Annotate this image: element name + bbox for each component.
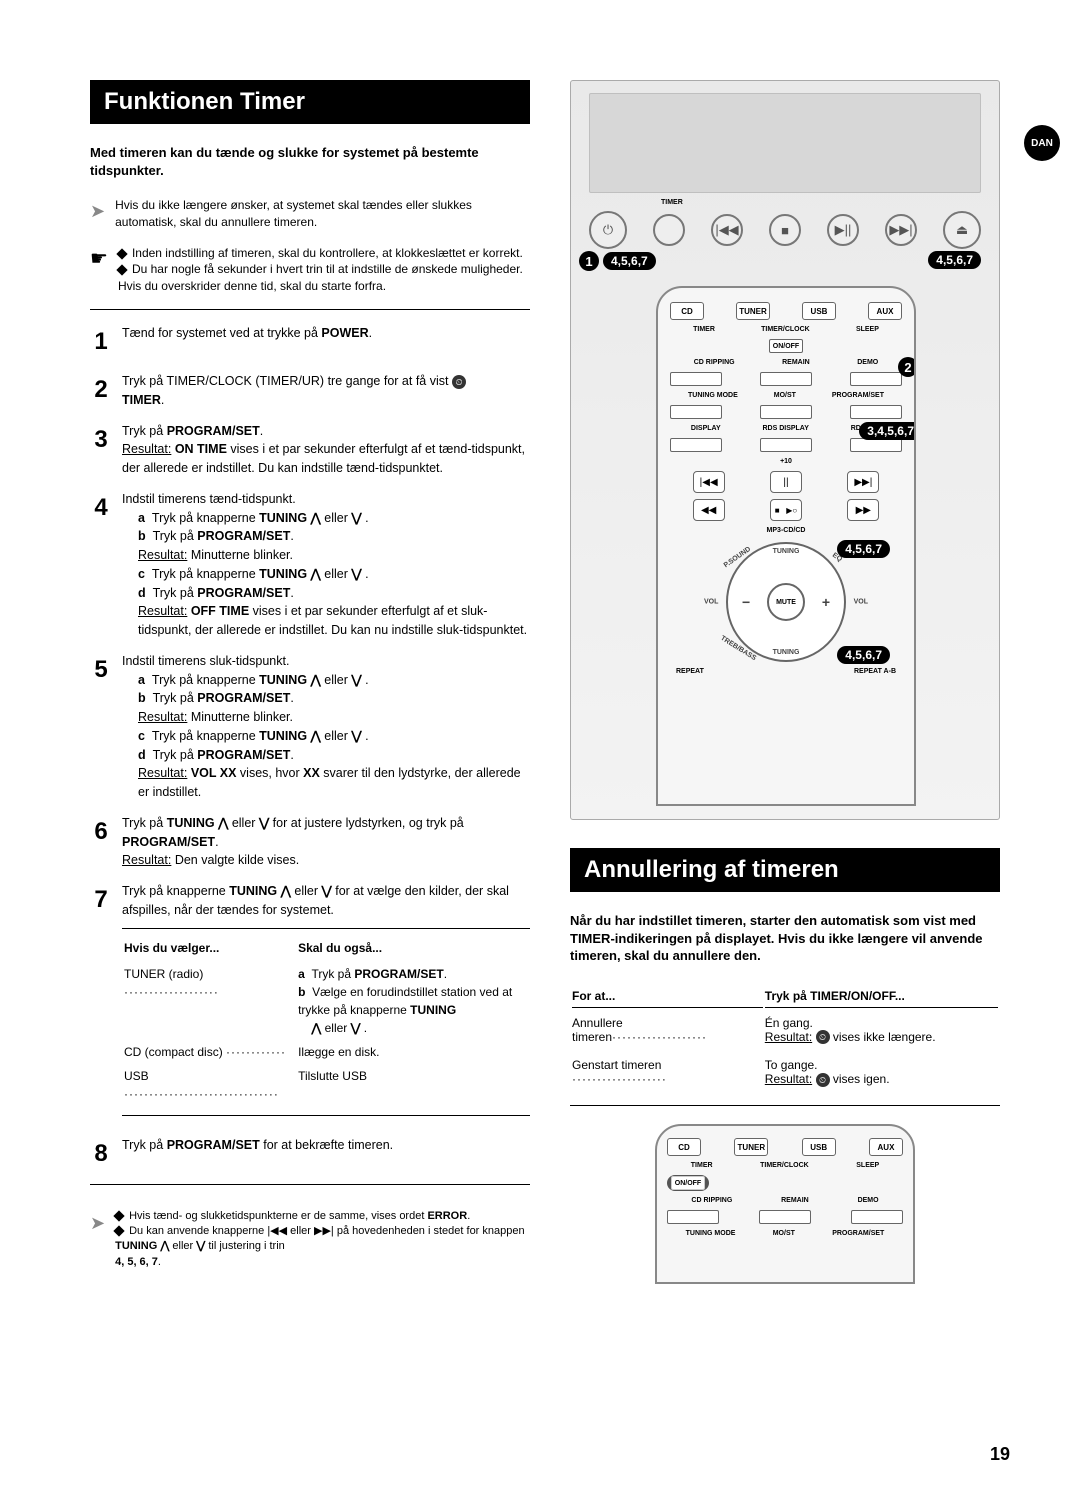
callout-1: 1 [579, 251, 599, 271]
callout-4567-right: 4,5,6,7 [928, 251, 981, 269]
mini-remote: CD TUNER USB AUX TIMERTIMER/CLOCKSLEEP O… [655, 1124, 915, 1284]
step-4: 4 Indstil timerens tænd-tidspunkt. a Try… [90, 490, 530, 640]
dpad: MUTE TUNING TUNING VOL VOL − + P.SOUND E… [726, 542, 846, 662]
note-hand: ☛ Inden indstilling af timeren, skal du … [90, 245, 530, 295]
power-icon: ⏻ [589, 211, 627, 249]
left-column: Funktionen Timer Med timeren kan du tænd… [90, 80, 530, 1284]
page-number: 19 [990, 1444, 1010, 1465]
section1-title: Funktionen Timer [90, 80, 530, 124]
clock-icon: ⏲ [452, 375, 466, 389]
step-1: 1 Tænd for systemet ved at trykke på POW… [90, 324, 530, 360]
section2-intro: Når du har indstillet timeren, starter d… [570, 912, 1000, 965]
callout-dpad-bottom: 4,5,6,7 [837, 646, 890, 664]
clock-icon-2: ⏲ [816, 1030, 830, 1044]
hand-icon: ☛ [90, 245, 108, 273]
note-arrow: ➤ Hvis du ikke længere ønsker, at system… [90, 197, 530, 231]
remote-control: CD TUNER USB AUX TIMERTIMER/CLOCKSLEEP O… [656, 286, 916, 806]
callout-2: 2 [898, 357, 916, 377]
section2-title: Annullering af timeren [570, 848, 1000, 892]
right-column: TIMER ⏻ |◀◀ ■ ▶|| ▶▶| ⏏ 1 4,5,6,7 4,5,6,… [570, 80, 1000, 1284]
stop-icon: ■ [769, 214, 801, 246]
prev-icon: |◀◀ [711, 214, 743, 246]
footnote-text: Hvis tænd- og slukketidspunkterne er de … [115, 1209, 530, 1271]
arrow-icon: ➤ [90, 199, 105, 224]
device-illustration: TIMER ⏻ |◀◀ ■ ▶|| ▶▶| ⏏ 1 4,5,6,7 4,5,6,… [570, 80, 1000, 820]
step-6: 6 Tryk på TUNING eller for at justere ly… [90, 814, 530, 870]
eject-icon: ⏏ [943, 211, 981, 249]
next-icon: ▶▶| [885, 214, 917, 246]
onoff-highlight: ON/OFF [667, 1175, 709, 1191]
cancel-table: For at...Tryk på TIMER/ON/OFF... Annulle… [570, 983, 1000, 1096]
arrow-icon: ➤ [90, 1211, 105, 1236]
play-icon: ▶|| [827, 214, 859, 246]
callout-345678: 3,4,5,6,7,8 [859, 422, 916, 440]
step-8: 8 Tryk på PROGRAM/SET for at bekræfte ti… [90, 1136, 530, 1172]
language-badge: DAN [1024, 125, 1060, 161]
step7-table: Hvis du vælger...Skal du også... TUNER (… [122, 937, 530, 1107]
step-3: 3 Tryk på PROGRAM/SET. Resultat: ON TIME… [90, 422, 530, 478]
section1-intro: Med timeren kan du tænde og slukke for s… [90, 144, 530, 179]
callout-dpad-top: 4,5,6,7 [837, 540, 890, 558]
note1-text: Hvis du ikke længere ønsker, at systemet… [115, 197, 530, 231]
callout-4567-left: 4,5,6,7 [603, 252, 656, 270]
step-2: 2 Tryk på TIMER/CLOCK (TIMER/UR) tre gan… [90, 372, 530, 410]
clock-icon-3: ⏲ [816, 1073, 830, 1087]
step-5: 5 Indstil timerens sluk-tidspunkt. a Try… [90, 652, 530, 802]
step-7: 7 Tryk på knapperne TUNING eller for at … [90, 882, 530, 1124]
footnote: ➤ Hvis tænd- og slukketidspunkterne er d… [90, 1209, 530, 1271]
func-btn [653, 214, 685, 246]
note2-text: Inden indstilling af timeren, skal du ko… [118, 245, 530, 295]
